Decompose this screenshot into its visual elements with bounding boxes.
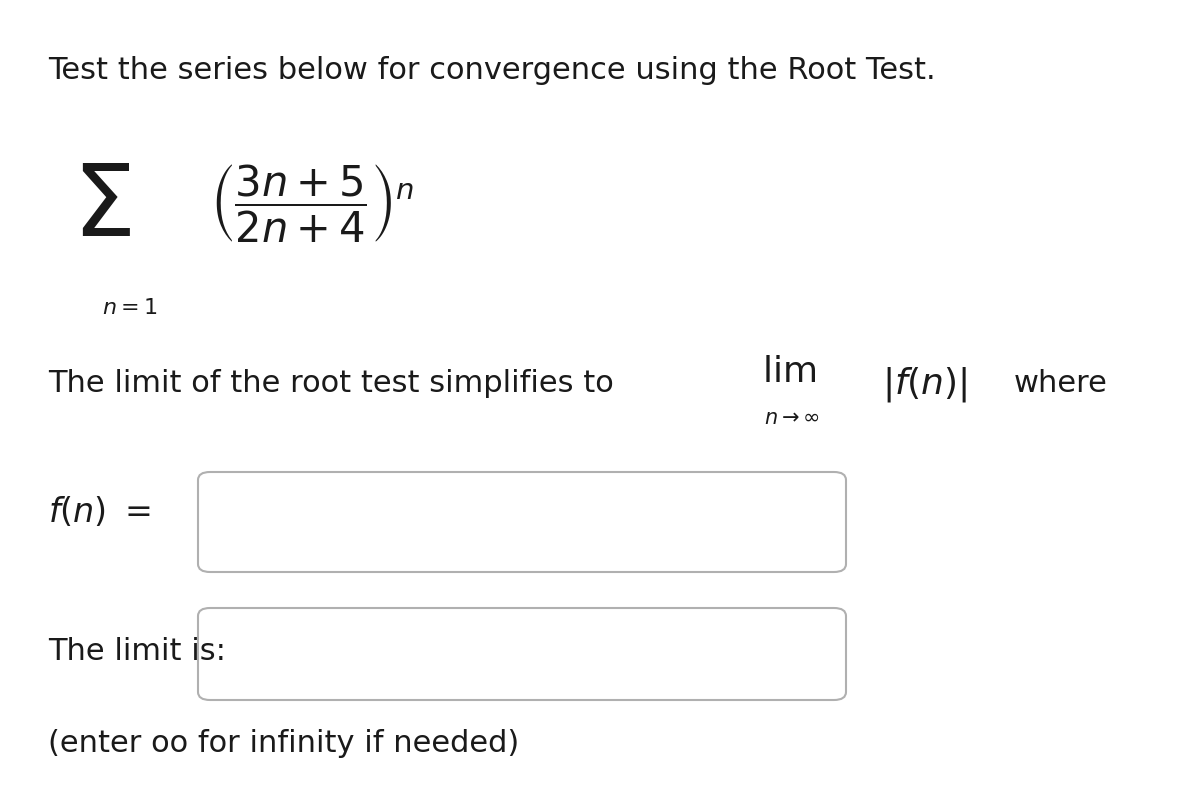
Text: $\left(\dfrac{3n + 5}{2n + 4}\right)^{n}$: $\left(\dfrac{3n + 5}{2n + 4}\right)^{n}… [210,163,414,245]
FancyBboxPatch shape [198,608,846,700]
FancyBboxPatch shape [198,472,846,572]
Text: where: where [1014,370,1108,398]
Text: The limit is:: The limit is: [48,638,226,666]
Text: $|f(n)|$: $|f(n)|$ [882,365,967,403]
Text: $\Sigma$: $\Sigma$ [72,159,131,257]
Text: Test the series below for convergence using the Root Test.: Test the series below for convergence us… [48,56,936,85]
Text: $\lim$: $\lim$ [762,355,816,389]
Text: The limit of the root test simplifies to: The limit of the root test simplifies to [48,370,613,398]
Text: $n=1$: $n=1$ [102,298,157,318]
Text: $n \to \infty$: $n \to \infty$ [764,407,821,427]
Text: $f(n)\ =$: $f(n)\ =$ [48,495,151,529]
Text: (enter oo for infinity if needed): (enter oo for infinity if needed) [48,730,520,758]
